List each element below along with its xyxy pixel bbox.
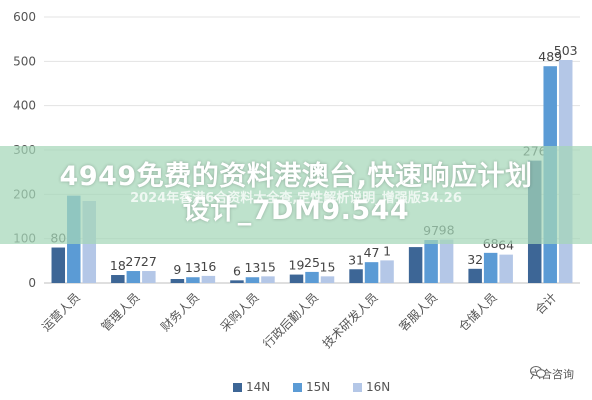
legend-swatch (233, 383, 242, 392)
bar (142, 271, 156, 283)
x-tick-label: 客服人员 (396, 290, 441, 335)
data-label: 503 (554, 43, 578, 58)
data-label: 25 (304, 255, 320, 270)
x-tick-label: 运营人员 (39, 290, 83, 334)
x-tick-label: 合计 (532, 290, 560, 318)
data-label: 47 (364, 245, 380, 260)
data-label: 27 (141, 254, 157, 269)
data-label: 18 (110, 258, 126, 273)
data-label: 32 (467, 252, 483, 267)
bar (111, 275, 125, 283)
bar (51, 247, 66, 283)
data-label: 27 (125, 254, 141, 269)
legend-swatch (353, 383, 362, 392)
y-tick-label: 0 (28, 276, 36, 290)
data-label: 31 (348, 252, 364, 267)
bar (320, 276, 335, 283)
bar (245, 277, 260, 283)
data-label: 16 (200, 259, 216, 274)
headline-line-2: 设计_7DM9.544 (182, 195, 410, 226)
data-label: 9 (173, 262, 181, 277)
headline-line-1: 4949免费的资料港澳台,快速响应计划 (59, 161, 533, 192)
data-label: 6 (233, 263, 241, 278)
bar (380, 260, 394, 283)
bar (186, 277, 200, 283)
data-label: 15 (320, 259, 336, 274)
legend-swatch (293, 383, 302, 392)
data-label: 1 (383, 243, 391, 258)
x-tick-label: 财务人员 (157, 290, 202, 335)
watermark: 六合咨询 (530, 366, 574, 382)
y-tick-label: 500 (13, 54, 36, 68)
bar (201, 275, 216, 283)
y-tick-label: 400 (13, 99, 36, 113)
overlay-banner (0, 146, 592, 244)
legend-label: 16N (366, 380, 390, 394)
bar (289, 274, 304, 283)
data-label: 15 (260, 259, 276, 274)
bar (483, 252, 498, 283)
data-label: 489 (538, 49, 562, 64)
legend-label: 15N (306, 380, 330, 394)
bar (424, 239, 438, 283)
x-tick-label: 管理人员 (98, 290, 143, 335)
bar (170, 279, 185, 283)
wechat-icon (530, 366, 546, 378)
x-tick-label: 仓储人员 (455, 290, 500, 335)
bar (468, 268, 482, 283)
x-tick-label: 技术研发人员 (319, 290, 381, 352)
legend-label: 14N (246, 380, 270, 394)
bar (261, 276, 275, 283)
bar (408, 247, 423, 283)
x-tick-label: 行政后勤人员 (260, 290, 321, 351)
bar (305, 271, 319, 283)
x-tick-label: 采购人员 (217, 290, 262, 335)
y-tick-label: 600 (13, 10, 36, 24)
bar (439, 239, 454, 283)
data-label: 13 (244, 260, 260, 275)
bar (349, 269, 363, 283)
overlay-subtitle: 2024年香港6合资料大全查,定性解析说明_增强版34.26 (130, 191, 462, 206)
overlay-headline: 4949免费的资料港澳台,快速响应计划 设计_7DM9.544 (0, 160, 592, 228)
data-label: 19 (289, 258, 305, 273)
bar (230, 280, 244, 283)
bar (364, 262, 379, 283)
bar (126, 271, 141, 283)
bar (499, 254, 513, 283)
data-label: 13 (185, 260, 201, 275)
